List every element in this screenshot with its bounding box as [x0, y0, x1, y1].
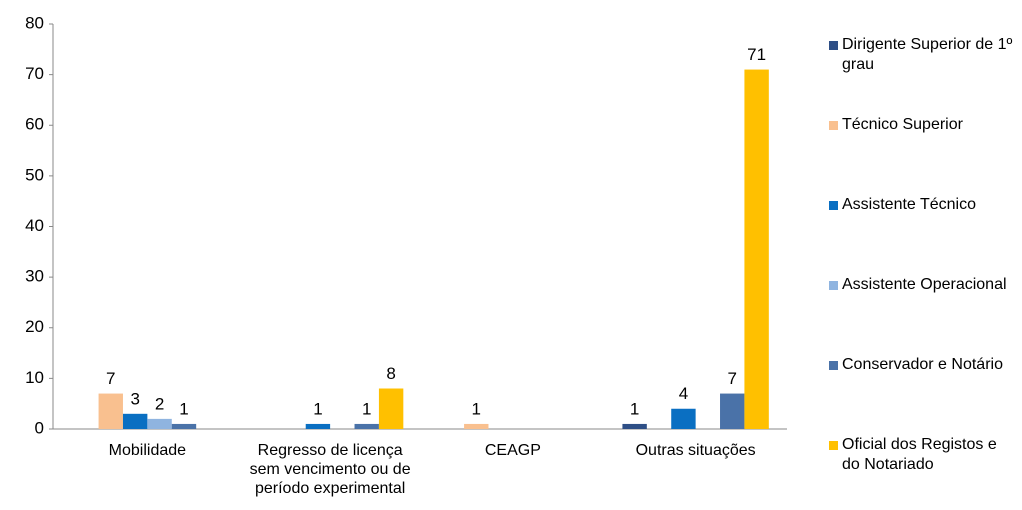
y-tick-label: 30 — [25, 267, 44, 286]
legend-label: Técnico Superior — [842, 116, 963, 133]
data-label: 7 — [727, 369, 736, 388]
data-label: 1 — [472, 399, 481, 418]
y-tick-label: 40 — [25, 216, 44, 235]
legend-label: Conservador e Notário — [842, 356, 1003, 373]
x-tick-label: CEAGP — [484, 442, 541, 459]
legend-swatch — [829, 441, 838, 450]
bar — [622, 423, 647, 429]
legend-swatch — [829, 201, 838, 210]
x-tick-label: Outras situações — [635, 442, 756, 459]
y-tick-label: 10 — [25, 368, 44, 387]
data-label: 4 — [679, 384, 688, 403]
y-tick-label: 80 — [25, 13, 44, 32]
data-label: 1 — [313, 399, 322, 418]
legend-swatch — [829, 281, 838, 290]
y-tick-label: 70 — [25, 64, 44, 83]
data-label: 1 — [362, 399, 371, 418]
legend-swatch — [829, 121, 838, 130]
data-label: 7 — [106, 369, 115, 388]
data-label: 71 — [747, 45, 766, 64]
bar — [147, 418, 172, 429]
data-label: 3 — [130, 389, 139, 408]
bar — [671, 408, 696, 429]
bar — [98, 393, 123, 429]
y-tick-label: 60 — [25, 115, 44, 134]
x-tick-label: Regresso de licença sem vencimento ou de… — [249, 442, 411, 497]
data-label: 8 — [386, 364, 395, 383]
legend-label: Dirigente Superior de 1º grau — [842, 36, 1013, 73]
bar — [305, 423, 331, 429]
data-label: 1 — [179, 399, 188, 418]
legend-swatch — [829, 361, 838, 370]
legend-label: Assistente Operacional — [842, 276, 1007, 293]
y-tick-label: 50 — [25, 165, 44, 184]
bar — [464, 423, 489, 429]
bar — [744, 69, 769, 429]
data-label: 1 — [630, 399, 639, 418]
legend-swatch — [829, 41, 838, 50]
bar — [354, 423, 379, 429]
legend-label: Assistente Técnico — [842, 196, 976, 213]
y-tick-label: 0 — [35, 418, 44, 437]
y-tick-label: 20 — [25, 317, 44, 336]
legend-label: Oficial dos Registos e do Notariado — [842, 436, 997, 473]
bar — [122, 413, 148, 429]
bar — [171, 423, 197, 429]
data-label: 2 — [155, 394, 164, 413]
bar — [378, 388, 404, 429]
x-tick-label: Mobilidade — [108, 442, 187, 459]
bar — [720, 393, 745, 429]
